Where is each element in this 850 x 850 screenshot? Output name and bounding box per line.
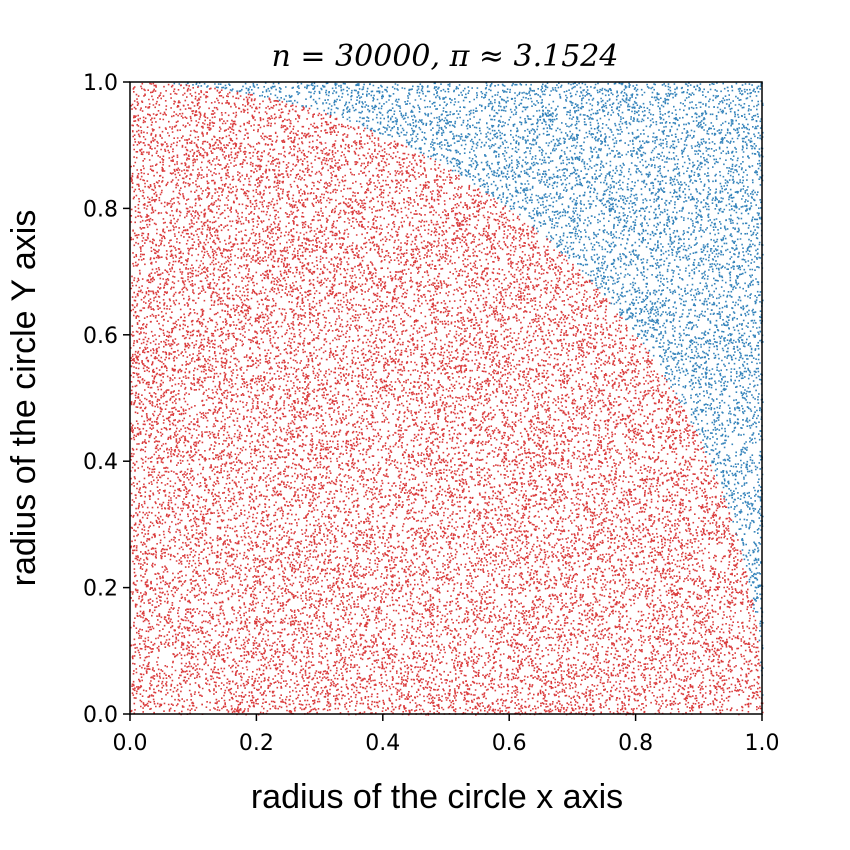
chart-title: n = 30000, π ≈ 3.1524 — [272, 39, 619, 74]
x-tick-label: 0.4 — [365, 731, 400, 756]
y-tick-label: 0.2 — [83, 577, 118, 602]
inside-points — [130, 82, 764, 716]
y-axis: 0.0 0.2 0.4 0.6 0.8 1.0 — [83, 71, 130, 728]
x-axis-label: radius of the circle x axis — [251, 778, 623, 816]
series-inside-points — [130, 82, 764, 716]
x-tick-label: 0.0 — [113, 731, 148, 756]
x-axis: 0.0 0.2 0.4 0.6 0.8 1.0 — [113, 714, 780, 756]
y-tick-label: 0.6 — [83, 324, 118, 349]
y-tick-label: 0.8 — [83, 197, 118, 222]
y-axis-label: radius of the circle Y axis — [5, 210, 43, 587]
x-tick-label: 1.0 — [745, 731, 780, 756]
x-tick-label: 0.8 — [618, 731, 653, 756]
y-tick-label: 1.0 — [83, 71, 118, 96]
x-tick-label: 0.2 — [239, 731, 274, 756]
y-tick-label: 0.4 — [83, 450, 118, 475]
plot-frame — [129, 81, 763, 715]
y-tick-label: 0.0 — [83, 703, 118, 728]
x-tick-label: 0.6 — [492, 731, 527, 756]
